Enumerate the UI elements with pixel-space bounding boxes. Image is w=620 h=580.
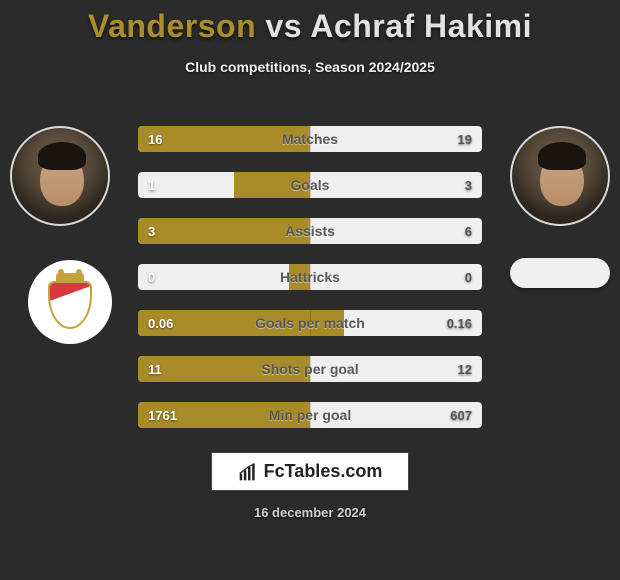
brand-box[interactable]: FcTables.com	[211, 452, 410, 491]
title-player1: Vanderson	[88, 8, 256, 44]
stat-bars: 1619Matches 13Goals 36Assists 00Hattricks 0.…	[138, 126, 482, 448]
stat-row: 0.060.16Goals per match	[138, 310, 482, 336]
title-vs: vs	[266, 8, 303, 44]
brand-text: FcTables.com	[264, 461, 383, 482]
stat-row: 1619Matches	[138, 126, 482, 152]
comparison-title: Vanderson vs Achraf Hakimi	[0, 0, 620, 45]
title-player2: Achraf Hakimi	[310, 8, 532, 44]
stat-row: 1761607Min per goal	[138, 402, 482, 428]
stat-row: 13Goals	[138, 172, 482, 198]
player2-club-badge	[510, 258, 610, 288]
stat-row: 00Hattricks	[138, 264, 482, 290]
monaco-crest-icon	[48, 275, 92, 329]
footer: FcTables.com 16 december 2024	[0, 452, 620, 520]
date: 16 december 2024	[254, 505, 366, 520]
subtitle: Club competitions, Season 2024/2025	[0, 59, 620, 75]
player1-avatar	[10, 126, 110, 226]
stat-row: 36Assists	[138, 218, 482, 244]
bars-icon	[238, 462, 258, 482]
player2-avatar	[510, 126, 610, 226]
stat-row: 1112Shots per goal	[138, 356, 482, 382]
player1-club-badge	[28, 260, 112, 344]
